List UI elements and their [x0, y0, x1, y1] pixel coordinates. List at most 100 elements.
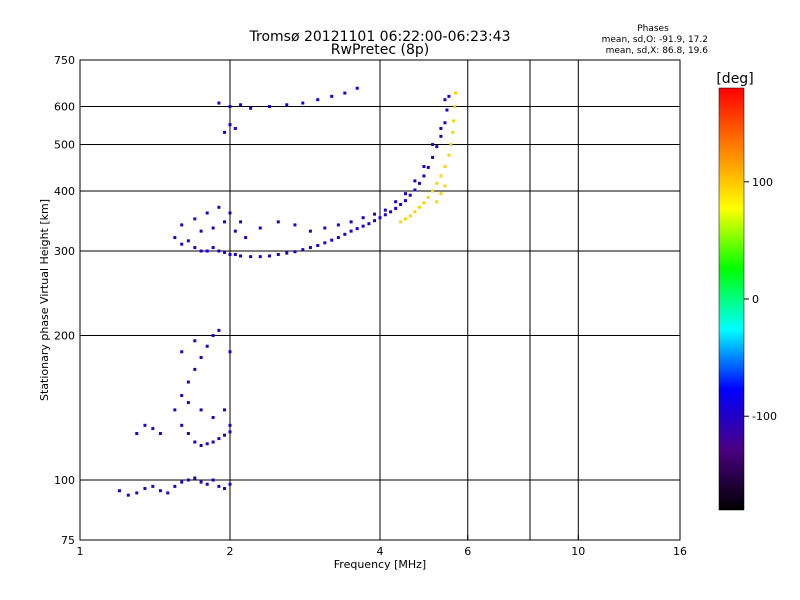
- data-point: [217, 249, 221, 253]
- data-point: [199, 408, 203, 412]
- data-point: [301, 248, 305, 252]
- data-point: [199, 480, 203, 484]
- data-point: [173, 236, 177, 240]
- x-axis-label: Frequency [MHz]: [334, 558, 426, 571]
- data-point: [228, 430, 232, 434]
- colorbar-label: [deg]: [716, 71, 753, 87]
- y-tick-label: 600: [54, 101, 75, 114]
- data-point: [217, 205, 221, 209]
- data-point: [443, 98, 447, 102]
- data-point: [413, 188, 417, 192]
- data-point: [403, 217, 407, 221]
- data-point: [228, 105, 232, 109]
- data-point: [180, 423, 184, 427]
- data-point: [249, 255, 253, 259]
- data-point: [228, 253, 232, 257]
- data-point: [267, 105, 271, 109]
- data-point: [228, 211, 232, 215]
- data-point: [223, 487, 227, 491]
- data-point: [193, 217, 197, 221]
- data-point: [336, 236, 340, 240]
- y-tick-label: 500: [54, 139, 75, 152]
- data-point: [330, 238, 334, 242]
- data-point: [408, 214, 412, 218]
- data-point: [158, 432, 162, 436]
- data-point: [316, 244, 320, 248]
- data-point: [117, 489, 121, 493]
- data-point: [211, 246, 215, 250]
- data-point: [223, 433, 227, 437]
- data-point: [199, 229, 203, 233]
- y-axis-ticks: 75 100 200 300 400 500 600 750: [54, 54, 85, 547]
- data-point: [431, 143, 435, 147]
- data-point: [301, 101, 305, 105]
- data-point: [323, 241, 327, 245]
- data-point: [228, 482, 232, 486]
- data-point: [422, 164, 426, 168]
- data-point: [308, 229, 312, 233]
- data-point: [452, 119, 456, 123]
- data-point: [143, 487, 147, 491]
- data-point: [244, 236, 248, 240]
- data-point: [143, 423, 147, 427]
- data-point: [394, 206, 398, 210]
- colorbar-ticks: -100 0 100: [744, 176, 777, 423]
- data-point: [166, 491, 170, 495]
- data-point: [223, 130, 227, 134]
- data-point: [443, 121, 447, 125]
- data-point: [186, 239, 190, 243]
- data-point: [180, 480, 184, 484]
- data-point: [422, 174, 426, 178]
- data-point: [403, 199, 407, 203]
- data-point: [399, 220, 403, 224]
- data-point: [431, 189, 435, 193]
- data-points-layer: [117, 86, 458, 497]
- data-point: [394, 200, 398, 204]
- data-point: [413, 210, 417, 214]
- data-point: [447, 153, 451, 157]
- data-point: [258, 255, 262, 259]
- data-point: [211, 226, 215, 230]
- data-point: [173, 484, 177, 488]
- data-point: [383, 213, 387, 217]
- data-point: [439, 174, 443, 178]
- data-point: [228, 350, 232, 354]
- y-tick-label: 300: [54, 245, 75, 258]
- data-point: [439, 192, 443, 196]
- data-point: [417, 181, 421, 185]
- stats-o-mode: mean, sd,O: -91.9, 17.2: [602, 35, 708, 45]
- data-point: [217, 437, 221, 441]
- data-point: [349, 220, 353, 224]
- data-point: [336, 223, 340, 227]
- data-point: [193, 476, 197, 480]
- data-point: [180, 223, 184, 227]
- data-point: [205, 344, 209, 348]
- data-point: [323, 226, 327, 230]
- data-point: [267, 254, 271, 258]
- data-point: [355, 86, 359, 90]
- data-point: [186, 478, 190, 482]
- data-point: [293, 250, 297, 254]
- data-point: [355, 227, 359, 231]
- data-point: [367, 222, 371, 226]
- data-point: [361, 216, 365, 220]
- data-point: [205, 482, 209, 486]
- data-point: [211, 440, 215, 444]
- data-point: [199, 355, 203, 359]
- x-tick-label: 2: [227, 545, 234, 558]
- data-point: [258, 226, 262, 230]
- y-axis-label: Stationary phase Virtual Height [km]: [38, 199, 51, 401]
- data-point: [151, 427, 155, 431]
- data-point: [135, 432, 139, 436]
- data-point: [205, 249, 209, 253]
- y-tick-label: 400: [54, 185, 75, 198]
- chart-title: Tromsø 20121101 06:22:00-06:23:43: [249, 29, 511, 45]
- data-point: [343, 91, 347, 95]
- data-point: [151, 484, 155, 488]
- data-point: [186, 380, 190, 384]
- data-point: [239, 220, 243, 224]
- data-point: [445, 108, 449, 112]
- data-point: [422, 201, 426, 205]
- data-point: [426, 165, 430, 169]
- data-point: [199, 444, 203, 448]
